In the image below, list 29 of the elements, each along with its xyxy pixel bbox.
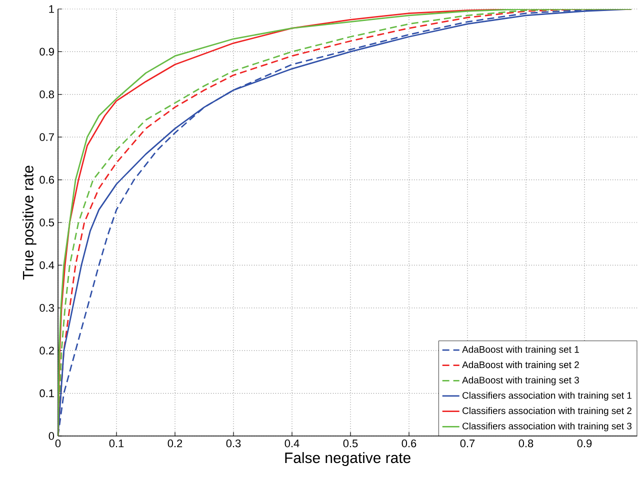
legend-label: Classifiers association with training set 2 bbox=[462, 407, 632, 416]
x-tick-label: 0.6 bbox=[402, 440, 416, 448]
x-tick-label: 0.9 bbox=[577, 440, 592, 448]
x-tick-label: 0.4 bbox=[284, 440, 300, 448]
y-tick-label: 0.7 bbox=[40, 133, 54, 141]
x-axis-title: False negative rate bbox=[285, 452, 410, 466]
y-tick-label: 0.5 bbox=[40, 218, 54, 226]
x-tick-label: 0.8 bbox=[518, 440, 534, 448]
y-tick-label: 0.8 bbox=[40, 90, 54, 98]
y-tick-label: 0.9 bbox=[40, 48, 54, 56]
x-tick-label: 0.7 bbox=[460, 440, 475, 448]
y-tick-label: 0.4 bbox=[40, 261, 54, 270]
x-tick-label: 0.2 bbox=[168, 440, 182, 448]
x-tick-label: 0 bbox=[55, 440, 61, 448]
x-tick-label: 0.1 bbox=[109, 440, 124, 448]
y-tick-label: 0.1 bbox=[40, 389, 54, 398]
legend-label: AdaBoost with training set 1 bbox=[462, 346, 579, 355]
x-tick-label: 0.3 bbox=[226, 440, 241, 448]
y-tick-label: 0.3 bbox=[40, 304, 54, 312]
y-tick-label: 0.6 bbox=[40, 176, 54, 184]
x-tick-label: 0.5 bbox=[343, 440, 358, 448]
legend-label: Classifiers association with training set 1 bbox=[462, 392, 632, 401]
legend-label: AdaBoost with training set 3 bbox=[462, 376, 579, 386]
y-axis-title: True positive rate bbox=[22, 166, 36, 280]
y-tick-label: 0.2 bbox=[40, 346, 54, 354]
legend-label: AdaBoost with training set 2 bbox=[462, 361, 579, 370]
y-tick-label: 0 bbox=[48, 432, 54, 440]
legend-label: Classifiers association with training set 3 bbox=[462, 422, 632, 432]
y-tick-label: 1 bbox=[49, 5, 54, 13]
